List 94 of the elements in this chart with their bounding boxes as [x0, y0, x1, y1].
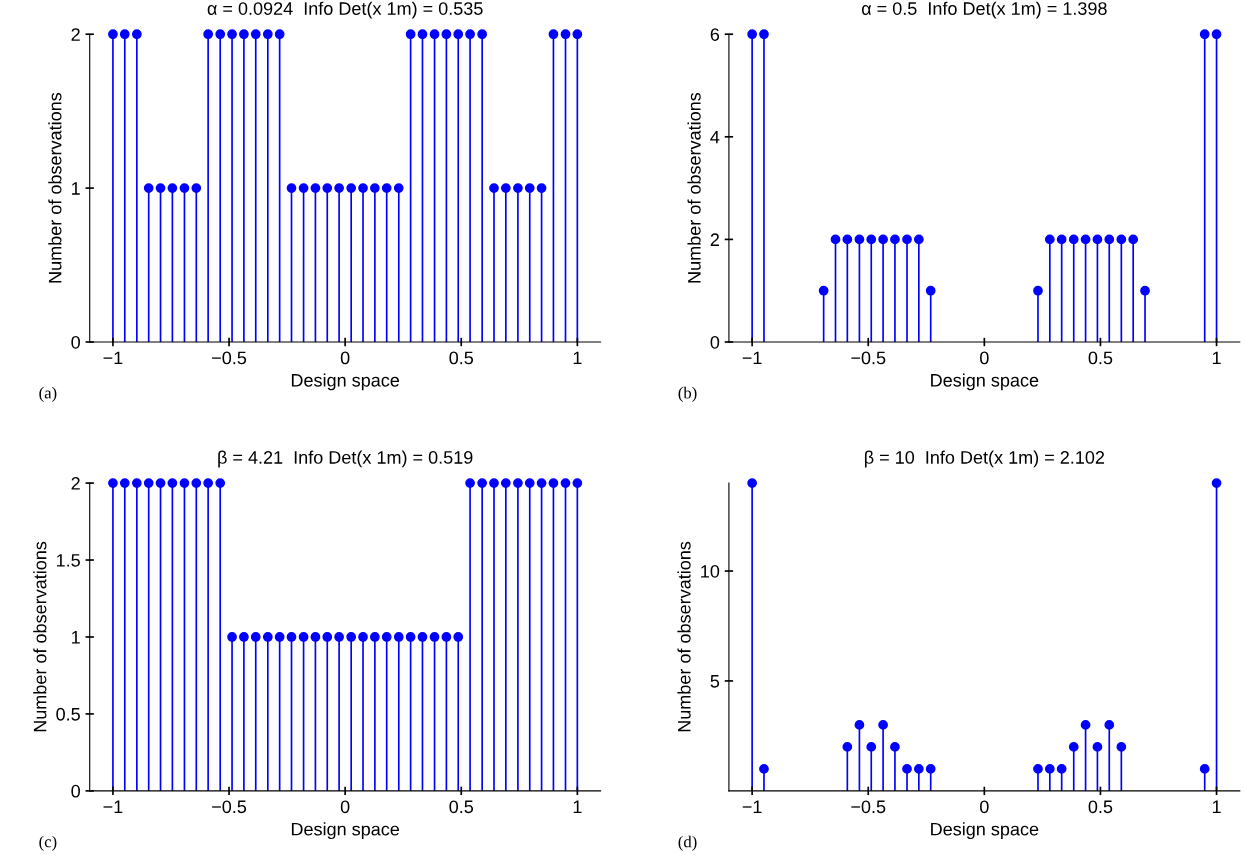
point [1211, 478, 1222, 488]
y-tick-label: 2 [71, 28, 80, 41]
point [842, 742, 853, 752]
point [1104, 720, 1115, 730]
point [1068, 742, 1079, 752]
y-tick-label: 10 [701, 564, 720, 578]
point [878, 234, 888, 245]
x-tick-label: −1 [742, 800, 762, 813]
point [1140, 285, 1150, 296]
chart-title: α = 0.5 Info Det(x 1m) = 1.398 [861, 1, 1107, 19]
x-tick-label: −1 [742, 351, 762, 365]
x-tick-label: −1 [103, 351, 123, 365]
x-tick-label: 0 [340, 351, 350, 365]
point [1033, 764, 1043, 774]
point [878, 720, 888, 730]
point [1080, 234, 1091, 245]
text: (a) [39, 386, 57, 402]
text: (d) [678, 835, 697, 851]
y-tick-label: 2 [710, 233, 719, 246]
chart-title: β = 10 Info Det(x 1m) = 2.102 [864, 450, 1105, 468]
point [1056, 234, 1067, 245]
point [925, 764, 936, 774]
y-axis-title: Number of observations [48, 92, 62, 283]
x-tick-label: 1 [1212, 800, 1221, 813]
point [902, 764, 912, 774]
x-axis-title: Design space [291, 373, 400, 391]
point [866, 234, 877, 245]
point [1116, 742, 1127, 752]
y-tick-label: 2 [71, 477, 80, 490]
x-tick-label: −0.5 [212, 800, 247, 814]
point [913, 764, 924, 774]
point [866, 742, 877, 752]
x-tick-label: 0 [980, 351, 989, 365]
point [1080, 720, 1091, 730]
chart-title: α = 0.0924 Info Det(x 1m) = 0.535 [207, 1, 483, 19]
point [1128, 234, 1139, 245]
x-tick-label: 0.5 [1088, 800, 1113, 814]
x-tick-label: −0.5 [851, 351, 886, 365]
y-tick-label: 0.5 [56, 707, 80, 721]
y-tick-label: 1 [72, 631, 80, 644]
chart-title: β = 4.21 Info Det(x 1m) = 0.519 [218, 450, 473, 468]
point [913, 234, 924, 245]
x-axis-title: Design space [931, 373, 1039, 391]
point [830, 234, 841, 245]
point [854, 720, 865, 730]
point [747, 478, 757, 488]
point [747, 29, 757, 40]
y-tick-label: 0 [71, 784, 80, 798]
point [1116, 234, 1127, 245]
text: (c) [39, 835, 57, 851]
point [1199, 764, 1210, 774]
point [1033, 285, 1043, 296]
x-tick-label: 0 [340, 800, 350, 814]
point [1068, 234, 1079, 245]
x-tick-label: 1 [573, 351, 582, 365]
point [1044, 764, 1055, 774]
point [1044, 234, 1055, 245]
point [890, 234, 900, 245]
y-tick-label: 0 [710, 335, 720, 349]
x-tick-label: 0.5 [1088, 351, 1113, 365]
x-tick-label: 0.5 [449, 351, 474, 365]
x-tick-label: 0.5 [449, 800, 474, 814]
point [1092, 234, 1103, 245]
y-axis-title: Number of observations [33, 541, 47, 732]
point [818, 285, 829, 296]
point [925, 285, 936, 296]
point [1092, 742, 1103, 752]
point [1211, 29, 1222, 40]
point [890, 742, 900, 752]
y-axis-title: Number of observations [687, 92, 701, 283]
point [759, 764, 769, 774]
x-tick-label: 0 [980, 800, 989, 814]
x-tick-label: −0.5 [851, 800, 886, 814]
point [1104, 234, 1115, 245]
point [902, 234, 912, 245]
x-tick-label: 1 [573, 800, 582, 813]
y-tick-label: 1.5 [56, 554, 80, 567]
x-tick-label: −0.5 [212, 351, 247, 365]
point [854, 234, 865, 245]
y-tick-label: 6 [710, 28, 720, 41]
x-tick-label: 1 [1212, 351, 1221, 365]
point [759, 29, 769, 40]
y-tick-label: 0 [71, 335, 80, 349]
point [1199, 29, 1210, 40]
x-tick-label: −1 [103, 800, 123, 813]
y-tick-label: 1 [72, 182, 80, 195]
point [1056, 764, 1067, 774]
text: (b) [678, 386, 697, 402]
y-axis-title: Number of observations [677, 541, 691, 732]
point [842, 234, 853, 245]
x-axis-title: Design space [291, 822, 400, 840]
y-tick-label: 5 [710, 675, 720, 688]
y-tick-label: 4 [710, 130, 720, 144]
x-axis-title: Design space [931, 822, 1039, 840]
